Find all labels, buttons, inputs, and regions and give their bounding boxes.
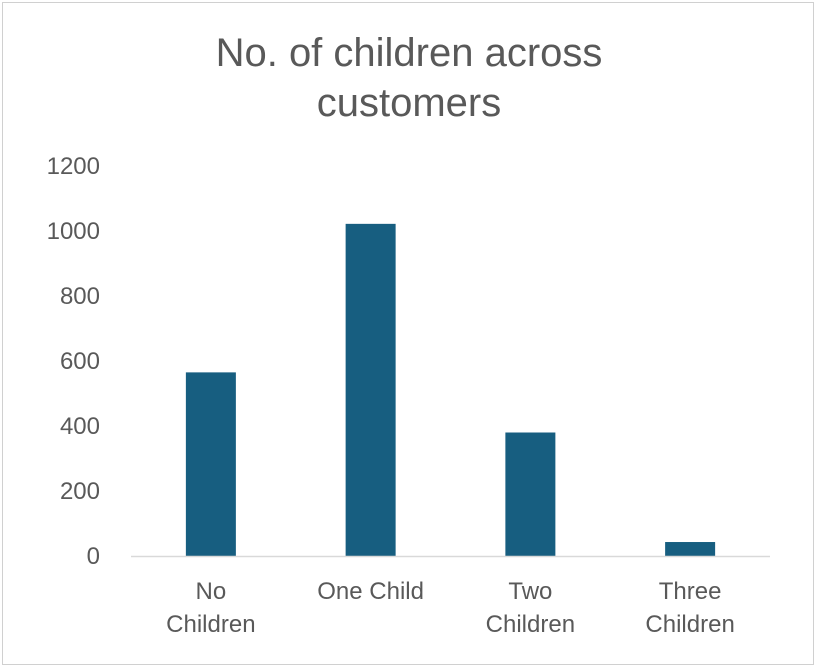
x-tick-label: No xyxy=(196,578,227,605)
y-tick-label: 0 xyxy=(87,543,100,570)
y-tick-label: 600 xyxy=(60,348,100,375)
x-tick-label: Children xyxy=(486,611,575,638)
bar xyxy=(185,372,236,556)
x-tick-label: Three xyxy=(659,578,722,605)
y-tick-label: 200 xyxy=(60,478,100,505)
chart-title-line-1: No. of children across xyxy=(215,31,603,75)
y-tick-label: 800 xyxy=(60,283,100,310)
x-tick-label: Children xyxy=(166,611,255,638)
x-tick-label: Two xyxy=(508,578,552,605)
bar xyxy=(665,542,716,556)
y-tick-label: 1000 xyxy=(47,218,100,245)
chart-title-line-2: customers xyxy=(316,81,502,125)
bar xyxy=(345,223,396,556)
chart-title: No. of children across customers xyxy=(0,28,818,128)
bar xyxy=(505,432,556,556)
x-tick-label: Children xyxy=(645,611,734,638)
y-tick-label: 400 xyxy=(60,413,100,440)
x-tick-label: One Child xyxy=(317,578,424,605)
y-tick-label: 1200 xyxy=(47,153,100,180)
